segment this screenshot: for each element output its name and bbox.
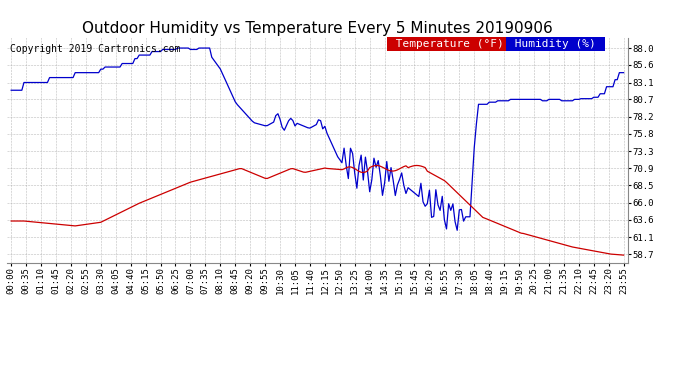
Text: Humidity (%): Humidity (%): [508, 39, 602, 49]
Title: Outdoor Humidity vs Temperature Every 5 Minutes 20190906: Outdoor Humidity vs Temperature Every 5 …: [82, 21, 553, 36]
Text: Temperature (°F): Temperature (°F): [389, 39, 511, 49]
Text: Copyright 2019 Cartronics.com: Copyright 2019 Cartronics.com: [10, 44, 180, 54]
